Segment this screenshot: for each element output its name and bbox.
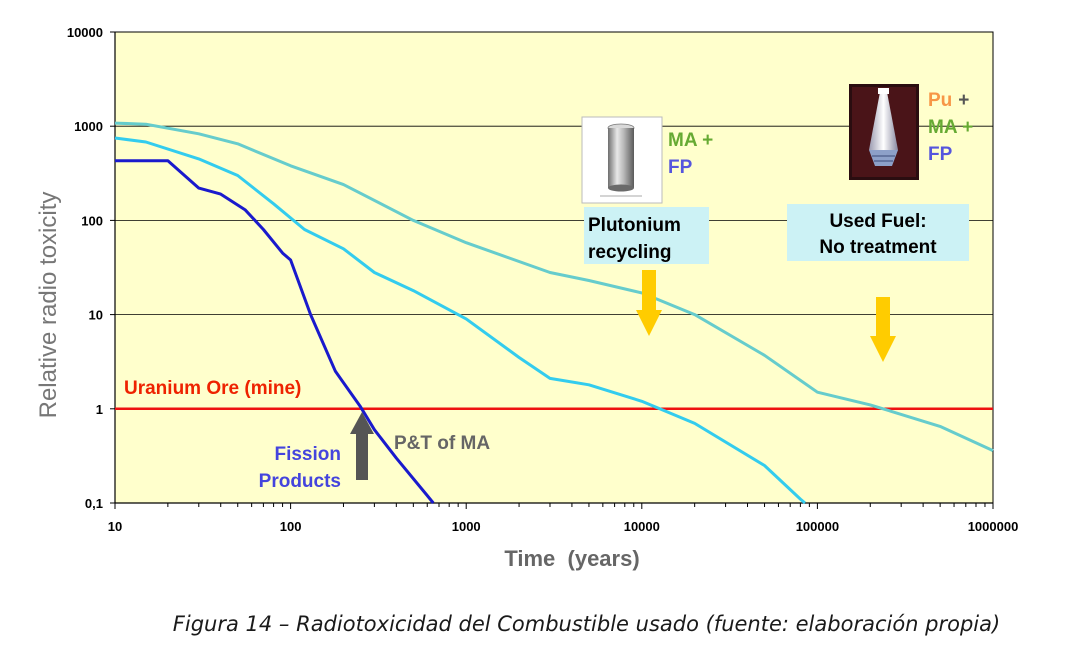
fuel-assembly-image <box>849 84 919 180</box>
y-tick-label: 100 <box>81 213 103 228</box>
used-fuel-line2: No treatment <box>819 237 937 258</box>
pt-of-ma-label: P&T of MA <box>394 433 490 454</box>
pu-label: Pu + <box>928 90 969 111</box>
x-axis-label: Time (years) <box>504 546 639 571</box>
series-lines <box>114 121 994 505</box>
x-tick-label: 100000 <box>796 519 839 534</box>
fission-products-label-line2: Products <box>259 471 341 492</box>
x-axis-minor-ticks <box>114 503 994 509</box>
y-tick-label: 10000 <box>67 25 103 40</box>
y-tick-label: 1 <box>96 402 103 417</box>
uranium-ore-label: Uranium Ore (mine) <box>124 378 301 399</box>
figure-caption: Figura 14 – Radiotoxicidad del Combustib… <box>172 612 1001 636</box>
y-tick-label: 10 <box>89 308 103 323</box>
pu-fp-label: FP <box>928 144 953 165</box>
plutonium-recycling-box <box>584 207 709 264</box>
x-tick-label: 100 <box>280 519 302 534</box>
series-line-used-fuel-no-treatment <box>114 121 994 452</box>
x-tick-label: 10 <box>108 519 122 534</box>
plot-area <box>114 31 994 504</box>
used-fuel-down-arrow-icon <box>870 297 896 362</box>
vitrified-waste-canister-image <box>581 116 663 204</box>
y-tick-label: 0,1 <box>85 496 103 511</box>
series-line-plutonium-recycling <box>114 136 806 505</box>
y-tick-label: 1000 <box>74 119 103 134</box>
used-fuel-line1: Used Fuel: <box>829 211 926 232</box>
ma-plus-label: MA + <box>668 130 713 151</box>
pt-arrow-icon <box>350 412 374 480</box>
pu-ma-plus-label: MA + <box>928 117 973 138</box>
x-tick-label: 1000000 <box>968 519 1019 534</box>
plutonium-recycling-line1: Plutonium <box>588 215 681 236</box>
used-fuel-box <box>787 204 969 261</box>
fp-label: FP <box>668 157 693 178</box>
y-axis-label: Relative radio toxicity <box>35 192 62 419</box>
fission-products-label-line1: Fission <box>274 444 341 465</box>
plutonium-down-arrow-icon <box>636 270 662 336</box>
plutonium-recycling-line2: recycling <box>588 242 671 263</box>
x-tick-label: 10000 <box>624 519 660 534</box>
series-line-fission-products <box>115 159 435 504</box>
x-tick-label: 1000 <box>452 519 481 534</box>
